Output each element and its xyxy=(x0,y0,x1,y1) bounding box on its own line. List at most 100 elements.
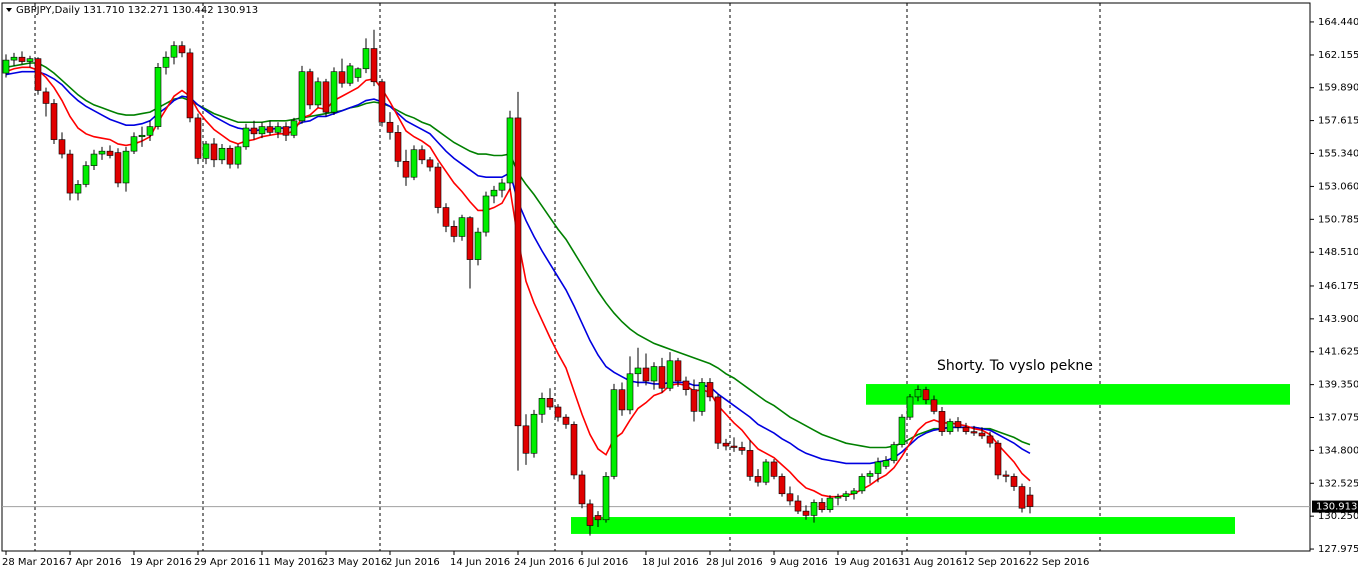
candle-body xyxy=(618,389,626,411)
candle-body xyxy=(450,226,458,237)
y-tick-label: 148.510 xyxy=(1318,247,1358,258)
candle-body xyxy=(138,134,146,138)
candle-body xyxy=(994,442,1002,476)
candle-body xyxy=(90,153,98,166)
candle-body xyxy=(754,476,762,483)
candle-body xyxy=(154,67,162,127)
candle-body xyxy=(706,382,714,398)
candle-body xyxy=(18,56,26,62)
y-tick-label: 134.800 xyxy=(1318,445,1358,456)
y-tick-label: 157.615 xyxy=(1318,116,1358,127)
current-price-box xyxy=(1312,500,1358,513)
candle-body xyxy=(186,52,194,119)
y-tick-label: 146.175 xyxy=(1318,281,1358,292)
candle-body xyxy=(74,184,82,194)
candle-body xyxy=(506,117,514,184)
candle-body xyxy=(42,91,50,104)
candle-body xyxy=(810,502,818,516)
candle-body xyxy=(938,411,946,432)
candle-body xyxy=(578,474,586,505)
candle-body xyxy=(146,126,154,136)
candle-body xyxy=(202,143,210,159)
candle-body xyxy=(882,460,890,467)
candle-body xyxy=(946,421,954,432)
candle-body xyxy=(82,165,90,185)
y-tick-label: 164.440 xyxy=(1318,17,1358,28)
candle-body xyxy=(162,56,170,68)
x-tick-label: 12 Sep 2016 xyxy=(962,557,1025,568)
candle-body xyxy=(290,120,298,136)
plot-frame xyxy=(1,2,1311,552)
candle-body xyxy=(762,461,770,483)
candle-body xyxy=(402,160,410,178)
candle-body xyxy=(50,103,58,140)
candle-body xyxy=(690,389,698,412)
candle-body xyxy=(1026,494,1034,507)
candle-body xyxy=(802,510,810,516)
y-tick-label: 153.060 xyxy=(1318,181,1358,192)
candle-body xyxy=(786,493,794,502)
candle-body xyxy=(34,58,42,91)
candle-body xyxy=(282,126,290,136)
y-tick-label: 159.890 xyxy=(1318,83,1358,94)
y-tick-label: 143.900 xyxy=(1318,314,1358,325)
candle-body xyxy=(426,159,434,168)
candle-body xyxy=(1002,474,1010,477)
candle-body xyxy=(322,81,330,113)
candle-body xyxy=(546,398,554,408)
candle-body xyxy=(370,48,378,83)
candle-body xyxy=(818,502,826,510)
candle-body xyxy=(562,416,570,425)
candle-body xyxy=(738,447,746,451)
x-tick-label: 28 Jul 2016 xyxy=(706,557,763,568)
candle-body xyxy=(722,442,730,447)
candle-body xyxy=(658,366,666,389)
candle-body xyxy=(586,503,594,526)
x-tick-label: 18 Jul 2016 xyxy=(642,557,699,568)
candle-body xyxy=(98,150,106,155)
candle-body xyxy=(674,360,682,382)
candle-body xyxy=(970,431,978,434)
candle-body xyxy=(530,413,538,454)
candle-body xyxy=(178,45,186,54)
candle-body xyxy=(954,421,962,428)
candle-body xyxy=(114,152,122,184)
candle-body xyxy=(794,500,802,512)
candle-body xyxy=(106,150,114,156)
period-separators xyxy=(34,3,1101,551)
x-tick-label: 28 Mar 2016 xyxy=(2,557,65,568)
x-tick-label: 19 Aug 2016 xyxy=(834,557,898,568)
candle-body xyxy=(770,461,778,477)
candle-body xyxy=(122,150,130,184)
candle-body xyxy=(978,432,986,437)
candle-body xyxy=(274,126,282,133)
candle-body xyxy=(594,515,602,521)
candle-body xyxy=(330,71,338,113)
candle-body xyxy=(418,149,426,161)
candle-body xyxy=(602,476,610,521)
x-tick-label: 6 Jul 2016 xyxy=(578,557,628,568)
candle-body xyxy=(10,56,18,61)
zone xyxy=(866,384,1290,405)
candle-body xyxy=(250,127,258,135)
candle-body xyxy=(26,58,34,62)
candle-body xyxy=(682,380,690,390)
candle-body xyxy=(522,425,530,454)
x-tick-label: 29 Apr 2016 xyxy=(194,557,256,568)
x-tick-label: 2 Jun 2016 xyxy=(386,557,440,568)
candle-body xyxy=(650,366,658,382)
candle-body xyxy=(1010,476,1018,487)
annotation: Shorty. To vyslo pekne xyxy=(937,358,1093,374)
y-tick-label: 162.155 xyxy=(1318,50,1358,61)
candle-body xyxy=(466,217,474,260)
x-tick-label: 22 Sep 2016 xyxy=(1026,557,1089,568)
candle-body xyxy=(210,143,218,161)
candle-body xyxy=(490,189,498,197)
candle-body xyxy=(834,496,842,499)
candle-body xyxy=(378,81,386,123)
candle-body xyxy=(266,126,274,133)
candle-body xyxy=(298,71,306,122)
candle-body xyxy=(314,81,322,106)
candle-body xyxy=(482,195,490,233)
